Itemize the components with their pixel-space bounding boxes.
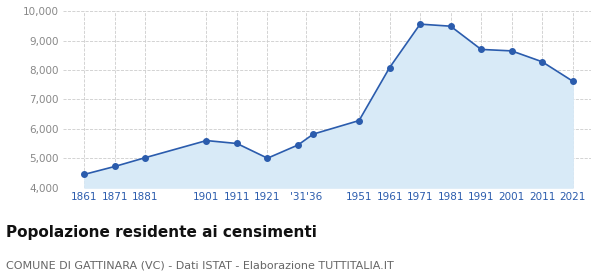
- Text: Popolazione residente ai censimenti: Popolazione residente ai censimenti: [6, 225, 317, 241]
- Text: COMUNE DI GATTINARA (VC) - Dati ISTAT - Elaborazione TUTTITALIA.IT: COMUNE DI GATTINARA (VC) - Dati ISTAT - …: [6, 260, 394, 270]
